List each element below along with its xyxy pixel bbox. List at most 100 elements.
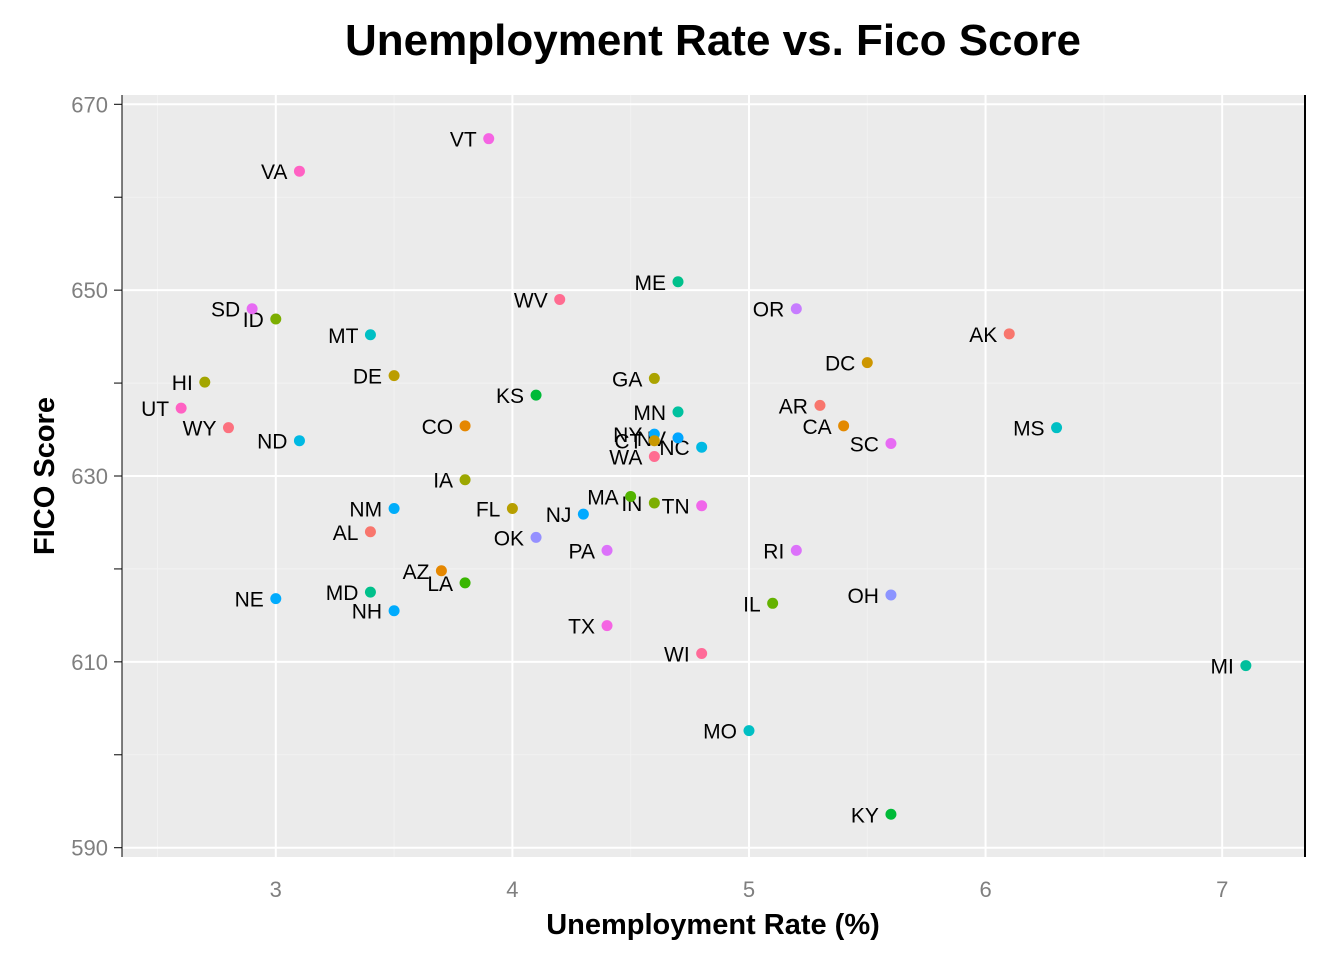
data-point-nh xyxy=(388,605,400,617)
data-point-az xyxy=(435,565,447,577)
point-label-ma: MA xyxy=(587,486,619,509)
data-point-de xyxy=(388,370,400,382)
point-label-ny: NY xyxy=(613,424,642,447)
data-point-dc xyxy=(861,357,873,369)
data-point-sd xyxy=(246,303,258,315)
data-point-md xyxy=(364,586,376,598)
data-point-id xyxy=(270,313,282,325)
data-point-ma xyxy=(625,490,637,502)
point-label-nc: NC xyxy=(659,437,689,460)
point-label-ar: AR xyxy=(779,395,808,418)
point-label-nh: NH xyxy=(352,601,382,624)
point-label-wi: WI xyxy=(664,643,690,666)
data-point-ms xyxy=(1051,422,1063,434)
point-label-ct: CT xyxy=(614,431,642,454)
data-point-nj xyxy=(577,508,589,520)
data-point-ia xyxy=(459,474,471,486)
x-axis-ticks: 3 4 5 6 7 xyxy=(270,877,1229,902)
data-point-ky xyxy=(885,808,897,820)
point-label-vt: VT xyxy=(450,129,477,152)
data-points xyxy=(175,133,1252,820)
data-point-oh xyxy=(885,589,897,601)
data-point-hi xyxy=(199,376,211,388)
point-label-co: CO xyxy=(422,416,454,439)
x-tick-label: 3 xyxy=(270,877,282,902)
data-point-mi xyxy=(1240,660,1252,672)
data-point-la xyxy=(459,577,471,589)
data-point-mt xyxy=(364,329,376,341)
data-point-ca xyxy=(838,420,850,432)
data-point-mn xyxy=(672,406,684,418)
point-label-mi: MI xyxy=(1211,656,1234,679)
data-point-wi xyxy=(696,647,708,659)
chart-title: Unemployment Rate vs. Fico Score xyxy=(345,16,1081,65)
point-label-wa: WA xyxy=(609,446,642,469)
data-point-ks xyxy=(530,389,542,401)
point-label-ok: OK xyxy=(494,527,524,550)
point-label-wy: WY xyxy=(183,418,217,441)
data-point-wv xyxy=(554,293,566,305)
point-label-ri: RI xyxy=(763,540,784,563)
point-label-tn: TN xyxy=(662,496,690,519)
point-label-il: IL xyxy=(743,593,761,616)
y-axis-title: FICO Score xyxy=(29,397,61,555)
point-label-or: OR xyxy=(753,299,785,322)
data-point-tn xyxy=(696,500,708,512)
data-point-nd xyxy=(293,435,305,447)
data-point-in xyxy=(648,497,660,509)
point-label-ca: CA xyxy=(802,416,831,439)
data-point-il xyxy=(767,597,779,609)
y-tick-label: 610 xyxy=(71,650,108,675)
data-point-ar xyxy=(814,399,826,411)
data-point-or xyxy=(790,303,802,315)
data-point-ut xyxy=(175,402,187,414)
data-point-fl xyxy=(506,503,518,515)
point-label-md: MD xyxy=(326,582,359,605)
point-label-ak: AK xyxy=(969,324,997,347)
data-point-ok xyxy=(530,531,542,543)
data-point-sc xyxy=(885,437,897,449)
point-label-la: LA xyxy=(427,573,453,596)
point-label-al: AL xyxy=(333,522,359,545)
point-label-fl: FL xyxy=(476,499,501,522)
point-label-me: ME xyxy=(635,272,667,295)
point-label-tx: TX xyxy=(568,616,595,639)
point-label-ut: UT xyxy=(141,398,169,421)
data-point-tx xyxy=(601,620,613,632)
point-label-hi: HI xyxy=(172,372,193,395)
x-tick-label: 6 xyxy=(979,877,991,902)
point-label-pa: PA xyxy=(569,540,595,563)
point-label-va: VA xyxy=(261,161,287,184)
point-label-az: AZ xyxy=(403,561,430,584)
major-gridlines xyxy=(122,95,1305,857)
point-label-ky: KY xyxy=(851,804,879,827)
y-tick-label: 670 xyxy=(71,92,108,117)
point-label-sc: SC xyxy=(850,433,879,456)
data-point-al xyxy=(364,526,376,538)
point-label-ms: MS xyxy=(1013,418,1045,441)
data-point-ri xyxy=(790,544,802,556)
data-point-nv xyxy=(672,432,684,444)
y-tick-label: 650 xyxy=(71,278,108,303)
point-label-ne: NE xyxy=(235,589,264,612)
point-label-sd: SD xyxy=(211,299,240,322)
point-label-ks: KS xyxy=(496,385,524,408)
data-point-ct xyxy=(648,435,660,447)
point-label-nj: NJ xyxy=(546,504,572,527)
point-label-mo: MO xyxy=(703,721,737,744)
data-point-va xyxy=(293,165,305,177)
point-label-mt: MT xyxy=(328,325,358,348)
y-tick-label: 590 xyxy=(71,836,108,861)
x-tick-label: 5 xyxy=(743,877,755,902)
x-tick-label: 4 xyxy=(506,877,518,902)
data-point-pa xyxy=(601,544,613,556)
point-label-ia: IA xyxy=(433,470,453,493)
point-label-oh: OH xyxy=(847,585,879,608)
data-point-co xyxy=(459,420,471,432)
data-point-ne xyxy=(270,593,282,605)
data-point-wa xyxy=(648,450,660,462)
point-label-dc: DC xyxy=(825,353,855,376)
point-label-id: ID xyxy=(243,309,264,332)
point-label-ga: GA xyxy=(612,368,642,391)
